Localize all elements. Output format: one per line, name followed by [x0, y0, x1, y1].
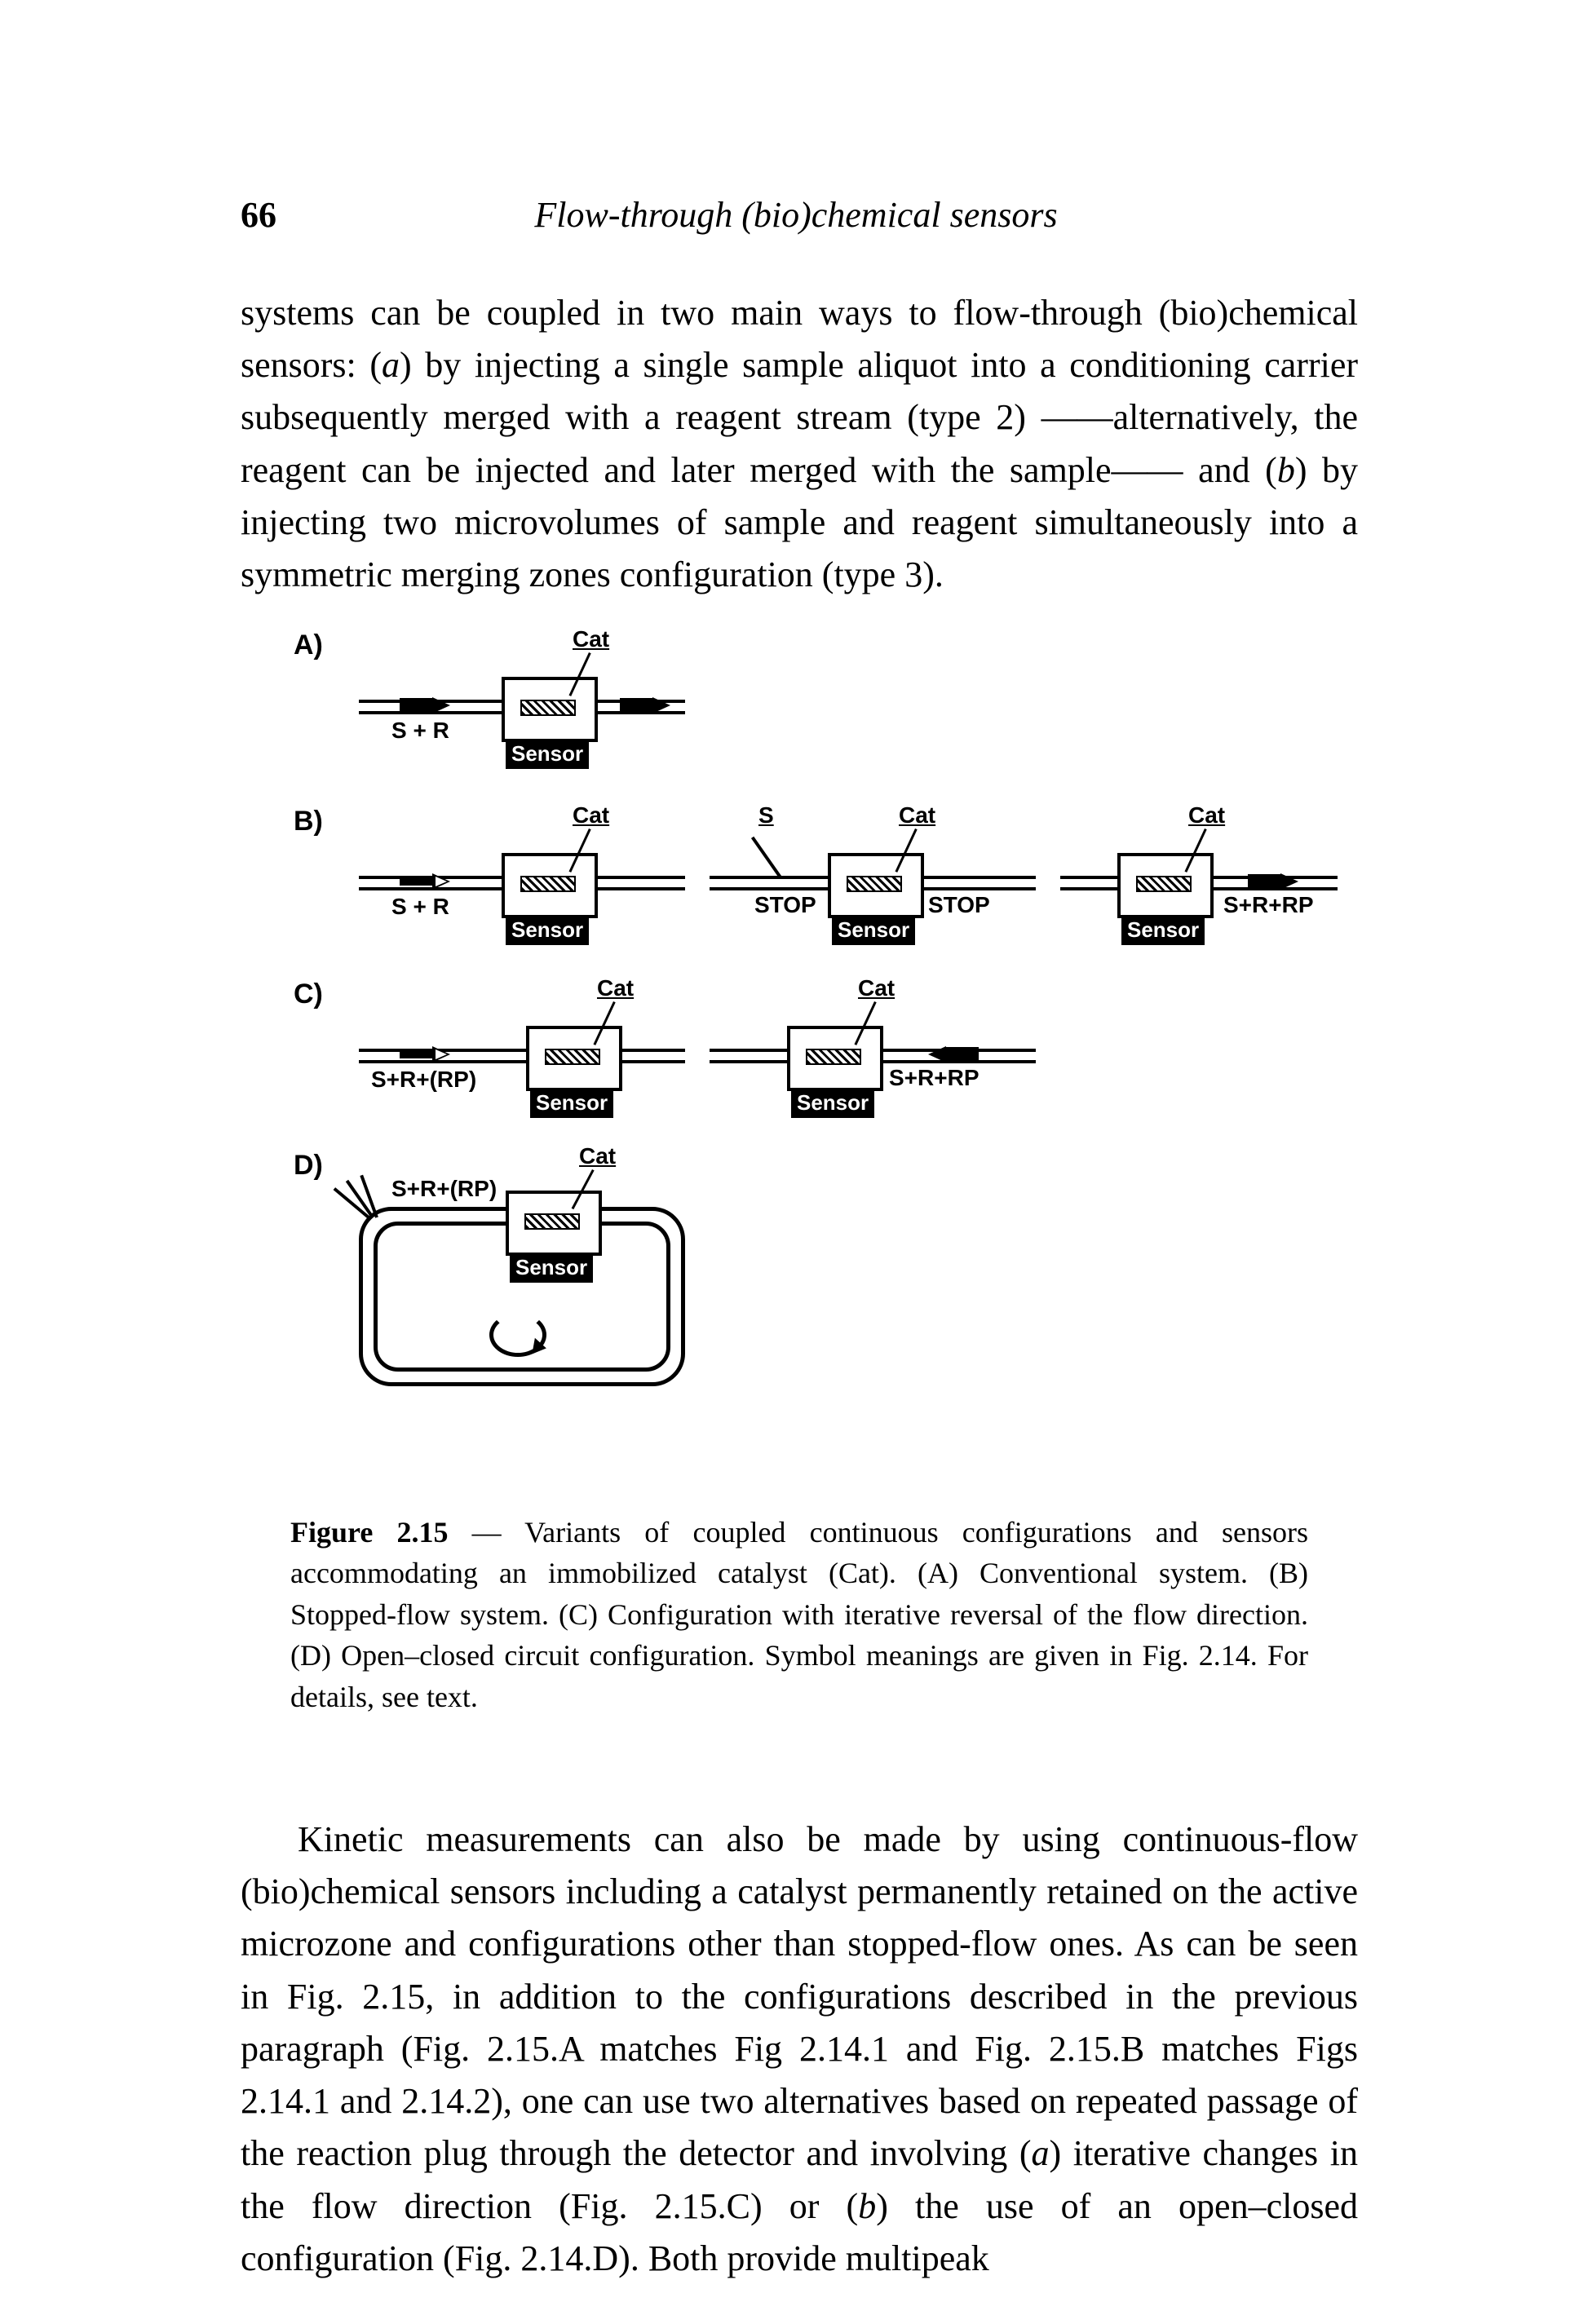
paragraph-2: Kinetic measurements can also be made by… [241, 1814, 1358, 2285]
row-label-d: D) [294, 1150, 323, 1182]
sr-rp-paren-label: S+R+(RP) [371, 1067, 476, 1093]
cat-label: Cat [858, 975, 895, 1001]
s-label: S [758, 802, 774, 828]
srrp-label: S+R+RP [889, 1065, 980, 1091]
sr-label: S + R [391, 894, 449, 920]
cat-label: Cat [573, 626, 609, 652]
sensor-label: Sensor [791, 1088, 874, 1118]
cat-label: Cat [1188, 802, 1225, 828]
figure-caption: Figure 2.15 — Variants of coupled contin… [290, 1512, 1308, 1717]
cat-label: Cat [597, 975, 634, 1001]
sensor-label: Sensor [832, 915, 915, 945]
cell-b2: Sensor Cat S STOP STOP [710, 812, 1036, 963]
row-label-b: B) [294, 806, 323, 837]
sensor-label: Sensor [506, 739, 589, 769]
row-label-a: A) [294, 630, 323, 661]
sensor-label: Sensor [530, 1088, 613, 1118]
sensor-label: Sensor [510, 1253, 593, 1283]
cell-b3: Sensor Cat S+R+RP [1060, 812, 1354, 963]
cell-a1: Sensor Cat S + R [359, 636, 685, 787]
cell-b1: Sensor Cat S + R [359, 812, 685, 963]
cat-label: Cat [899, 802, 935, 828]
cat-label: Cat [573, 802, 609, 828]
s-r-rp-input-label: S+R+(RP) [391, 1176, 497, 1202]
running-head: Flow-through (bio)chemical sensors [0, 194, 1592, 236]
stop-label: STOP [754, 892, 816, 918]
page: 66 Flow-through (bio)chemical sensors sy… [0, 0, 1592, 2324]
figure-2-15: A) B) C) D) Sensor Cat S + R Sensor Cat [269, 620, 1346, 1484]
row-label-c: C) [294, 979, 323, 1010]
cell-c2: Sensor Cat S+R+RP [710, 985, 1036, 1136]
sensor-label: Sensor [1121, 915, 1205, 945]
figure-number: Figure 2.15 [290, 1516, 449, 1549]
cell-c1: Sensor Cat S+R+(RP) [359, 985, 685, 1136]
srrp-label: S+R+RP [1223, 892, 1314, 918]
sr-label: S + R [391, 718, 449, 744]
paragraph-1: systems can be coupled in two main ways … [241, 287, 1358, 601]
cell-d1: Sensor Cat S+R+(RP) [334, 1158, 710, 1403]
stop-label: STOP [928, 892, 990, 918]
cat-label: Cat [579, 1143, 616, 1169]
sensor-label: Sensor [506, 915, 589, 945]
